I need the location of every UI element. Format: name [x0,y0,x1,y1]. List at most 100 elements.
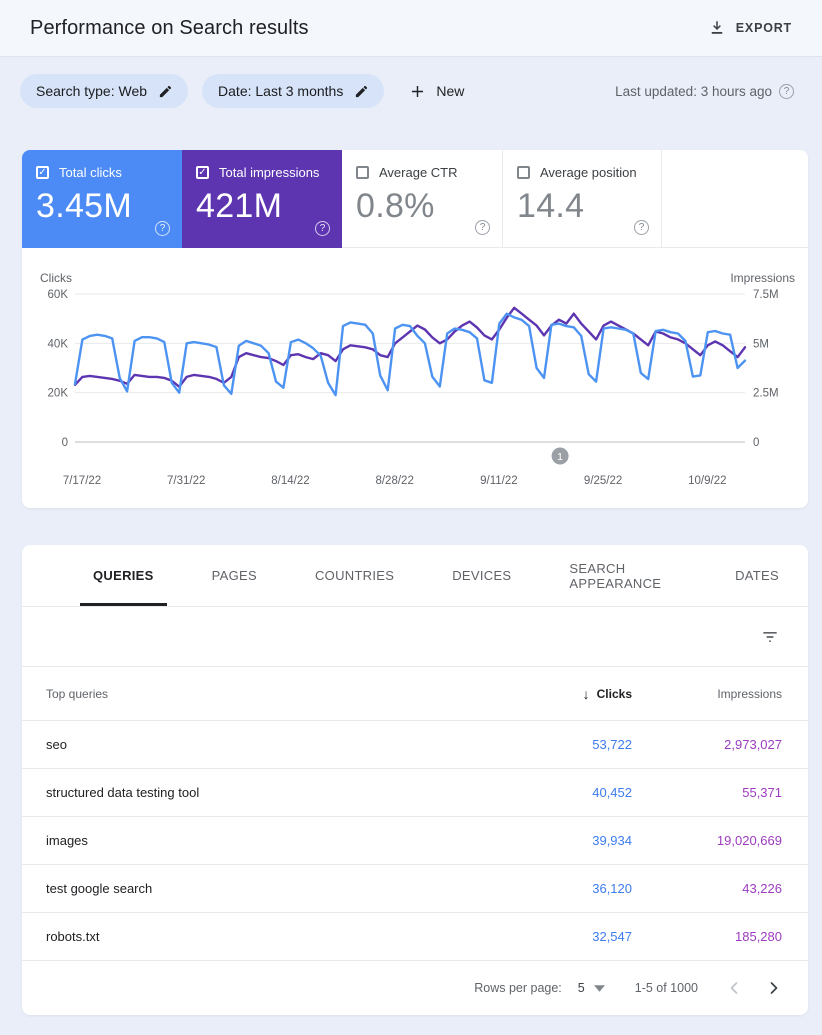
annotation-marker[interactable] [551,447,569,465]
table-row[interactable]: structured data testing tool 40,452 55,3… [22,769,808,817]
rows-per-page-select[interactable]: 5 [578,981,605,995]
metric-label: Total clicks [59,165,122,180]
help-icon[interactable]: ? [155,221,170,236]
tiles-filler [662,150,808,248]
checkbox-unchecked-icon [356,166,369,179]
metric-label: Total impressions [219,165,320,180]
x-axis-tick: 9/11/22 [480,475,518,487]
last-updated: Last updated: 3 hours ago ? [615,83,794,99]
impressions-cell: 43,226 [742,881,782,896]
pagination-range: 1-5 of 1000 [634,981,698,995]
metric-tile-total-clicks[interactable]: ✓ Total clicks 3.45M ? [22,150,182,248]
clicks-line [73,312,747,397]
metric-value: 421M [196,187,283,225]
rows-per-page-label: Rows per page: [474,981,562,995]
x-axis-tick: 7/31/22 [167,475,205,487]
performance-summary-card: ✓ Total clicks 3.45M ? ✓ Total impressio… [22,150,808,508]
metric-label: Average position [540,165,637,180]
date-range-chip[interactable]: Date: Last 3 months [202,74,385,108]
metric-tile-average-position[interactable]: Average position 14.4 ? [502,150,662,248]
impressions-cell: 19,020,669 [716,833,782,848]
column-header-top-queries: Top queries [46,686,109,701]
query-cell: robots.txt [46,929,100,944]
tab-countries[interactable]: COUNTRIES [314,568,395,583]
column-header-impressions[interactable]: Impressions [717,686,782,701]
new-filter-button[interactable]: New [408,82,464,101]
export-label: EXPORT [735,21,792,35]
tab-dates[interactable]: DATES [735,568,779,583]
impressions-cell: 185,280 [735,929,782,944]
metric-tile-total-impressions[interactable]: ✓ Total impressions 421M ? [182,150,342,248]
filter-icon[interactable] [760,627,780,647]
tab-devices[interactable]: DEVICES [452,568,512,583]
clicks-cell: 39,934 [592,833,632,848]
filter-bar: Search type: Web Date: Last 3 months New… [0,57,822,108]
performance-chart[interactable]: Clicks Impressions 60K 40K 20K 0 7.5M 5M 2.5M 0 7/… [22,260,808,498]
tab-pages[interactable]: PAGES [211,568,257,583]
help-icon[interactable]: ? [634,220,649,235]
left-axis-tick: 60K [48,289,69,301]
x-axis-tick: 10/9/22 [688,475,726,487]
table-row[interactable]: robots.txt 32,547 185,280 [22,913,808,961]
download-icon [711,21,723,34]
clicks-cell: 53,722 [592,737,632,752]
help-icon[interactable]: ? [779,83,794,99]
right-axis-tick: 5M [753,338,769,350]
query-cell: test google search [46,881,153,896]
search-type-chip[interactable]: Search type: Web [20,74,189,108]
annotation-marker-label: 1 [557,451,563,463]
right-axis-tick: 2.5M [753,388,779,400]
left-axis-tick: 20K [48,388,69,400]
clicks-cell: 40,452 [592,785,632,800]
dimension-tabs: QUERIES PAGES COUNTRIES DEVICES SEARCH A… [22,545,808,607]
right-axis-tick: 0 [753,437,759,449]
previous-page-button[interactable] [724,978,744,998]
help-icon[interactable]: ? [475,220,490,235]
table-row[interactable]: seo 53,722 2,973,027 [22,721,808,769]
help-icon[interactable]: ? [315,221,330,236]
chart-area: Clicks Impressions 60K 40K 20K 0 7.5M 5M 2.5M 0 7/… [22,248,808,503]
left-axis-tick: 0 [62,437,68,449]
page-title: Performance on Search results [30,16,309,39]
checkbox-checked-icon: ✓ [196,166,209,179]
metric-value: 14.4 [517,187,585,225]
checkbox-unchecked-icon [517,166,530,179]
search-type-chip-label: Search type: Web [36,83,148,99]
pagination: Rows per page: 5 1-5 of 1000 [22,961,808,1015]
table-header-row: Top queries ↓ Clicks Impressions [22,667,808,721]
edit-pencil-icon [159,85,172,97]
x-axis-tick: 7/17/22 [63,475,101,487]
x-axis-tick: 9/25/22 [584,475,622,487]
left-axis-title: Clicks [40,271,72,285]
metric-tile-average-ctr[interactable]: Average CTR 0.8% ? [342,150,502,248]
query-cell: structured data testing tool [46,785,200,800]
right-axis-tick: 7.5M [753,289,779,301]
next-page-button[interactable] [764,978,784,998]
metric-tiles: ✓ Total clicks 3.45M ? ✓ Total impressio… [22,150,808,248]
last-updated-text: Last updated: 3 hours ago [615,83,772,99]
impressions-cell: 2,973,027 [724,737,782,752]
table-filter-row [22,607,808,667]
impressions-cell: 55,371 [742,785,782,800]
export-button[interactable]: EXPORT [708,19,792,37]
table-row[interactable]: images 39,934 19,020,669 [22,817,808,865]
metric-value: 3.45M [36,187,132,225]
column-header-clicks[interactable]: ↓ Clicks [582,685,632,702]
plus-icon [412,85,424,97]
clicks-cell: 32,547 [592,929,632,944]
chevron-right-icon [770,982,778,994]
tab-search-appearance[interactable]: SEARCH APPEARANCE [569,560,662,591]
right-axis-title: Impressions [730,271,795,285]
left-axis-tick: 40K [48,338,69,350]
dimensions-table-card: QUERIES PAGES COUNTRIES DEVICES SEARCH A… [22,545,808,1015]
chevron-left-icon [730,982,738,994]
query-cell: images [46,833,88,848]
tab-queries[interactable]: QUERIES [80,545,167,606]
dropdown-arrow-icon [593,984,605,992]
metric-value: 0.8% [356,187,435,225]
table-row[interactable]: test google search 36,120 43,226 [22,865,808,913]
sort-desc-icon: ↓ [582,685,590,702]
checkbox-checked-icon: ✓ [36,166,49,179]
clicks-cell: 36,120 [592,881,632,896]
query-cell: seo [46,737,67,752]
